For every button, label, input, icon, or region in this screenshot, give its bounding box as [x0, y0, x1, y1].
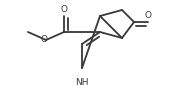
Text: NH: NH [75, 78, 89, 87]
Text: O: O [60, 5, 68, 15]
Text: O: O [41, 35, 48, 44]
Text: O: O [145, 11, 151, 21]
